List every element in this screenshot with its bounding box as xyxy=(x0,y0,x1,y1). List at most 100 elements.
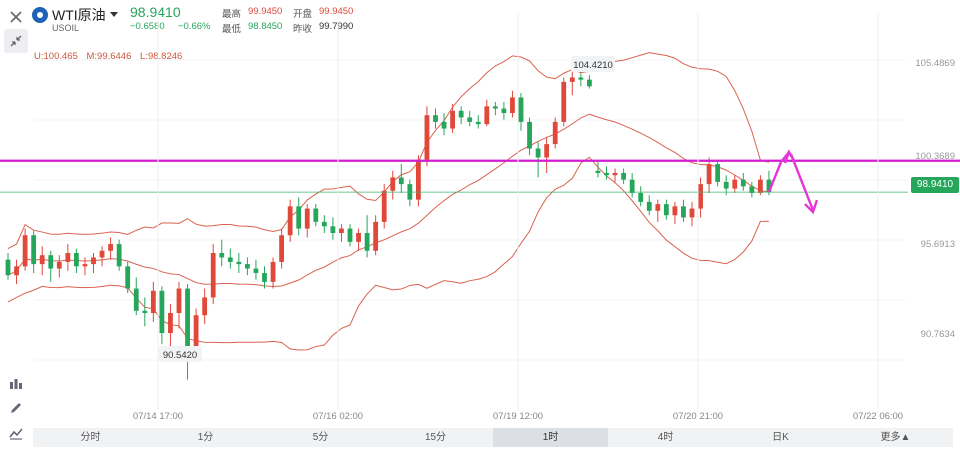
candle-body xyxy=(621,173,626,180)
candle-body xyxy=(510,97,515,113)
last-price: 98.9410 xyxy=(130,4,181,20)
prev-close-value: 99.7990 xyxy=(319,21,354,32)
timeframe-tab[interactable]: 4时 xyxy=(657,432,674,443)
candle-body xyxy=(766,179,772,193)
trendline-icon[interactable] xyxy=(4,421,28,445)
low-label: 最低 xyxy=(222,24,242,35)
candle-body xyxy=(65,253,71,262)
bollinger-legend: U:100.465 M:99.6446 L:98.8246 xyxy=(34,51,188,62)
y-tick-label: 105.4869 xyxy=(915,58,955,69)
chevron-down-icon[interactable] xyxy=(110,12,118,17)
candle-body xyxy=(279,235,284,262)
candle-body xyxy=(14,266,19,276)
candle-body xyxy=(723,181,729,189)
candle-body xyxy=(373,221,379,251)
candle-body xyxy=(193,315,199,347)
candle-body xyxy=(287,206,293,236)
instrument-logo-icon xyxy=(32,7,48,23)
down-arrow-head xyxy=(804,199,819,215)
high-annotation: 104.4210 xyxy=(573,60,613,71)
timeframe-tab[interactable]: 1分 xyxy=(197,432,214,443)
candle-body xyxy=(749,186,755,193)
candle-body xyxy=(646,201,652,211)
bollinger-middle: M:99.6446 xyxy=(86,51,132,62)
candle-body xyxy=(22,235,28,267)
candle-body xyxy=(159,290,165,333)
candle-body xyxy=(381,190,387,222)
timeframe-tab[interactable]: 15分 xyxy=(424,432,447,443)
candle-body xyxy=(484,106,490,125)
candle-body xyxy=(125,266,131,289)
x-tick-label: 07/16 02:00 xyxy=(313,411,363,422)
candle-body xyxy=(698,184,703,209)
timeframe-tab[interactable]: 更多▲ xyxy=(880,432,911,443)
candle-body xyxy=(82,264,88,267)
chart-grid xyxy=(34,59,905,361)
candle-body xyxy=(253,268,259,273)
candle-body xyxy=(740,179,746,187)
candle-body xyxy=(561,81,567,122)
candle-body xyxy=(544,144,550,158)
y-tick-label: 95.6913 xyxy=(921,239,955,250)
candle-body xyxy=(758,179,763,193)
candle-body xyxy=(424,115,430,160)
instrument-header: WTI原油 USOIL 98.9410 −0.6580 −0.66% 最高 99… xyxy=(32,2,452,35)
candle-body xyxy=(142,310,148,313)
high-label: 最高 xyxy=(222,9,242,20)
candle-body xyxy=(48,255,54,269)
candle-body xyxy=(330,226,336,233)
timeframe-tab[interactable]: 分时 xyxy=(80,432,101,443)
timeframe-tab[interactable]: 日K xyxy=(772,432,789,443)
candle-body xyxy=(629,179,635,193)
candle-body xyxy=(31,235,37,265)
close-icon[interactable] xyxy=(4,5,28,29)
candle-body xyxy=(219,253,225,258)
candle-body xyxy=(262,273,267,282)
candle-body xyxy=(612,173,618,176)
candle-body xyxy=(347,228,353,242)
candle-body xyxy=(492,106,498,109)
down-arrow-path xyxy=(789,153,815,211)
candle-body xyxy=(364,233,370,251)
chart-overlays xyxy=(0,149,960,215)
candle-body xyxy=(578,77,584,80)
candle-body xyxy=(313,208,319,222)
instrument-name[interactable]: WTI原油 xyxy=(52,7,106,23)
candle-body xyxy=(390,177,396,191)
candle-body xyxy=(5,259,11,276)
low-annotation: 90.5420 xyxy=(163,350,197,361)
bollinger-upper-band xyxy=(7,52,770,249)
candle-body xyxy=(638,193,644,202)
candle-body xyxy=(133,288,139,311)
collapse-icon[interactable] xyxy=(4,29,28,53)
candle-body xyxy=(715,164,721,182)
draw-pen-icon[interactable] xyxy=(4,396,28,420)
high-value: 99.9450 xyxy=(248,6,283,17)
candle-body xyxy=(74,253,79,267)
timeframe-tab[interactable]: 1时 xyxy=(493,428,608,447)
candle-body xyxy=(245,264,250,269)
candle-body xyxy=(475,121,481,125)
candle-body xyxy=(681,206,686,218)
candle-body xyxy=(689,208,695,218)
candle-body xyxy=(535,148,541,158)
candle-body xyxy=(185,288,190,347)
x-tick-label: 07/19 12:00 xyxy=(493,411,543,422)
candle-body xyxy=(91,257,96,265)
candle-body xyxy=(296,206,302,229)
candles xyxy=(5,70,772,380)
candle-body xyxy=(339,228,344,233)
bollinger-lower: L:98.8246 xyxy=(140,51,183,62)
high-annotation-box xyxy=(571,56,615,72)
low-value: 98.8450 xyxy=(248,21,283,32)
up-arrow-path xyxy=(767,151,790,193)
x-tick-label: 07/22 06:00 xyxy=(853,411,903,422)
indicator-icon[interactable] xyxy=(4,372,28,396)
open-label: 开盘 xyxy=(293,9,313,20)
x-tick-label: 07/20 21:00 xyxy=(673,411,723,422)
candle-body xyxy=(518,97,524,122)
timeframe-tab[interactable]: 5分 xyxy=(312,432,329,443)
candle-body xyxy=(236,261,242,265)
